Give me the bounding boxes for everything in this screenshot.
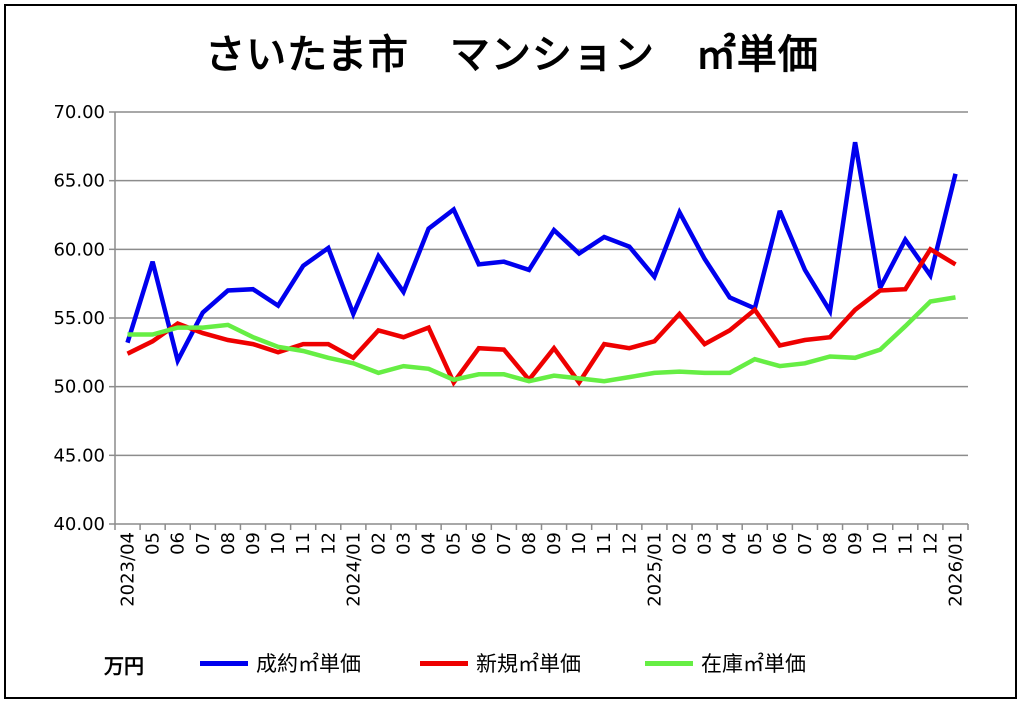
y-tick-label: 65.00 [53,171,105,192]
x-tick-label: 06 [168,532,189,555]
x-tick-label: 03 [695,532,716,555]
x-tick-label: 11 [594,532,615,555]
x-tick-label: 02 [368,532,389,555]
x-tick-label: 12 [619,532,640,555]
legend-swatch [420,660,468,666]
x-tick-label: 08 [519,532,540,555]
x-tick-label: 2025/01 [644,532,665,607]
x-tick-label: 09 [544,532,565,555]
legend-swatch [645,660,693,666]
x-tick-label: 04 [720,532,741,555]
x-tick-label: 09 [845,532,866,555]
y-axis-unit-label: 万円 [104,654,144,678]
x-tick-label: 2024/01 [343,532,364,607]
x-tick-label: 08 [218,532,239,555]
series-lines [125,141,958,387]
x-tick-label: 11 [895,532,916,555]
legend-label: 新規㎡単価 [476,652,581,676]
x-tick-label: 05 [143,532,164,555]
legend-swatch [200,660,248,666]
x-tick-label: 06 [469,532,490,555]
x-tick-label: 02 [669,532,690,555]
x-tick-label: 05 [745,532,766,555]
x-tick-label: 10 [268,532,289,555]
y-tick-label: 40.00 [53,514,105,535]
y-tick-label: 55.00 [53,308,105,329]
x-tick-label: 2026/01 [945,532,966,607]
x-tick-label: 10 [870,532,891,555]
y-tick-label: 60.00 [53,239,105,260]
x-tick-label: 08 [820,532,841,555]
x-tick-label: 10 [569,532,590,555]
series-line-0 [125,141,958,367]
gridlines [115,111,968,457]
series-line-2 [127,295,956,384]
legend-item-series-0: 成約㎡単価 [200,648,361,678]
x-tick-label: 06 [770,532,791,555]
y-tick-label: 45.00 [53,445,105,466]
x-tick-label: 04 [419,532,440,555]
x-tick-label: 07 [193,532,214,555]
y-tick-label: 50.00 [53,377,105,398]
x-axis-ticks: 2023/04 05 06 07 08 09 10 11 12 2024/01 02 03 04 05 06… [114,524,969,607]
x-tick-label: 07 [795,532,816,555]
x-tick-label: 07 [494,532,515,555]
x-tick-label: 2023/04 [118,532,139,607]
legend-item-series-2: 在庫㎡単価 [645,648,806,678]
legend-item-series-1: 新規㎡単価 [420,648,581,678]
x-tick-label: 05 [444,532,465,555]
x-tick-label: 09 [243,532,264,555]
x-tick-label: 12 [920,532,941,555]
x-tick-label: 12 [318,532,339,555]
series-line-1 [126,246,957,387]
axes [114,112,968,525]
chart-frame [4,4,1017,699]
x-tick-label: 03 [394,532,415,555]
y-tick-label: 70.00 [53,102,105,123]
legend-label: 成約㎡単価 [256,652,361,676]
legend-label: 在庫㎡単価 [701,652,806,676]
x-tick-label: 11 [293,532,314,555]
y-axis-ticks: 40.00 45.00 50.00 55.00 60.00 65.00 70.00 [53,102,115,535]
chart-title: さいたま市 マンション ㎡単価 [205,32,819,78]
